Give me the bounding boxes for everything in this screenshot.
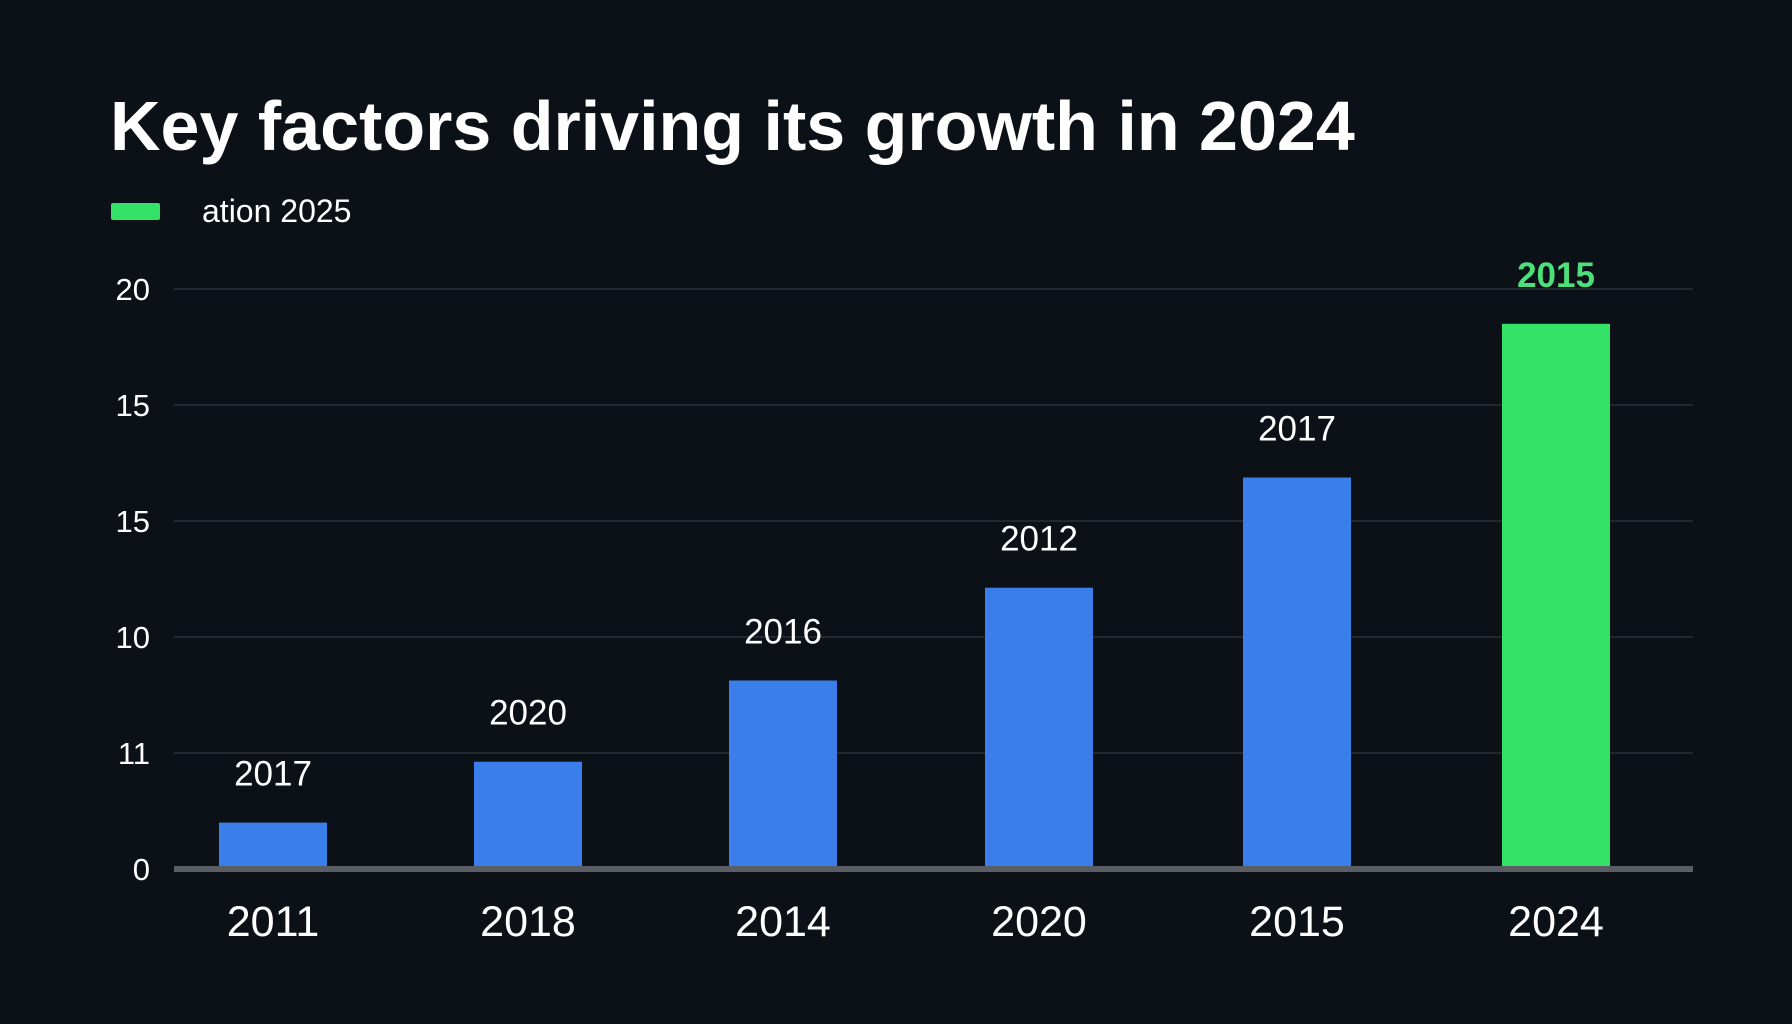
- y-tick-label: 20: [116, 272, 150, 307]
- data-label: 2015: [1517, 256, 1595, 295]
- y-tick-label: 15: [116, 388, 150, 423]
- data-label: 2017: [234, 755, 312, 794]
- bar-2018: [474, 761, 582, 869]
- y-tick-label: 15: [116, 504, 150, 539]
- data-label: 2017: [1258, 410, 1336, 449]
- x-axis-ticks: 2011 2018 2014 2020 2015 2024: [227, 898, 1604, 946]
- data-label: 2012: [1000, 520, 1078, 559]
- x-tick-label: 2015: [1249, 898, 1345, 946]
- y-tick-label: 10: [116, 620, 150, 655]
- x-tick-label: 2014: [735, 898, 831, 946]
- x-tick-label: 2011: [227, 898, 319, 946]
- legend-label: ation 2025: [202, 193, 351, 229]
- y-tick-label: 11: [118, 736, 150, 771]
- x-tick-label: 2018: [480, 898, 576, 946]
- bar-2015: [1243, 477, 1351, 869]
- bar-2011: [219, 822, 327, 869]
- gridlines: [174, 288, 1693, 754]
- data-labels: 2017 2020 2016 2012 2017 2015: [234, 256, 1595, 794]
- bar-2014: [729, 680, 837, 869]
- bar-2024: [1502, 323, 1610, 869]
- y-tick-label: 0: [133, 852, 150, 887]
- data-label: 2016: [744, 613, 822, 652]
- x-tick-label: 2024: [1508, 898, 1604, 946]
- x-tick-label: 2020: [991, 898, 1087, 946]
- legend-swatch: [111, 203, 160, 220]
- data-label: 2020: [489, 694, 567, 733]
- y-axis-ticks: 0 11 10 15 15 20: [116, 272, 150, 887]
- bars: [219, 323, 1610, 869]
- bar-2020: [985, 587, 1093, 869]
- chart-title: Key factors driving its growth in 2024: [110, 87, 1355, 165]
